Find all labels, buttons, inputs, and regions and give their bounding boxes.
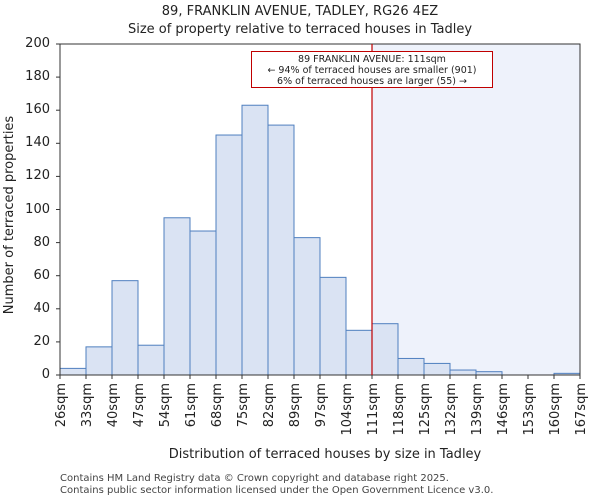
y-tick-label: 140 [25,135,50,151]
y-tick-label: 0 [41,367,50,382]
y-tick-label: 160 [25,102,50,118]
x-tick-label: 111sqm [366,383,381,436]
y-tick-label: 100 [25,201,50,217]
footer-line-2: Contains public sector information licen… [60,485,494,496]
histogram-bar [423,362,451,376]
x-tick-label: 89sqm [288,383,303,427]
histogram-bar [319,276,347,376]
histogram-bar [267,124,295,376]
x-tick-label: 153sqm [522,383,537,436]
histogram-bar [371,323,399,376]
y-tick-label: 180 [25,69,50,85]
x-tick-label: 146sqm [496,383,511,436]
x-tick-label: 167sqm [574,383,589,436]
histogram-bar [59,367,87,376]
histogram-bar [345,329,373,376]
y-tick-label: 60 [33,267,50,283]
footer-line-1: Contains HM Land Registry data © Crown c… [60,473,449,484]
x-tick-label: 33sqm [80,383,95,427]
histogram-bar [449,369,477,376]
histogram-bar [293,237,321,376]
x-tick-label: 75sqm [236,383,251,427]
chart-subtitle: Size of property relative to terraced ho… [127,22,473,37]
y-tick-label: 40 [33,300,50,316]
x-tick-label: 160sqm [548,383,563,436]
x-tick-label: 125sqm [418,383,433,436]
x-tick-label: 68sqm [210,383,225,427]
x-tick-label: 97sqm [314,383,329,427]
histogram-bar [215,134,243,376]
annotation-line-1: 89 FRANKLIN AVENUE: 111sqm [298,54,446,65]
y-tick-label: 120 [25,168,50,184]
y-tick-label: 80 [33,234,50,250]
x-tick-label: 139sqm [470,383,485,436]
histogram-bar [111,280,139,376]
x-tick-label: 104sqm [340,383,355,436]
x-axis-label: Distribution of terraced houses by size … [169,447,482,462]
histogram-bar [85,346,113,376]
larger-region-shade [372,44,580,375]
histogram-bar [241,104,269,376]
annotation-box: 89 FRANKLIN AVENUE: 111sqm ← 94% of terr… [251,51,493,88]
x-tick-label: 118sqm [392,383,407,436]
x-tick-label: 54sqm [158,383,173,427]
x-tick-label: 132sqm [444,383,459,436]
x-tick-label: 40sqm [106,383,121,427]
x-tick-label: 61sqm [184,383,199,427]
x-tick-label: 47sqm [132,383,147,427]
chart-title: 89, FRANKLIN AVENUE, TADLEY, RG26 4EZ [161,4,439,19]
y-axis-label: Number of terraced properties [2,116,17,315]
x-tick-label: 82sqm [262,383,277,427]
x-tick-label: 26sqm [54,383,69,427]
annotation-line-3: 6% of terraced houses are larger (55) → [277,76,467,87]
annotation-line-2: ← 94% of terraced houses are smaller (90… [267,65,477,76]
histogram-bar [189,230,217,376]
y-tick-label: 20 [33,333,50,349]
histogram-bar [163,217,191,376]
y-tick-label: 200 [25,36,50,51]
histogram-bar [397,357,425,376]
histogram-bar [137,344,165,376]
